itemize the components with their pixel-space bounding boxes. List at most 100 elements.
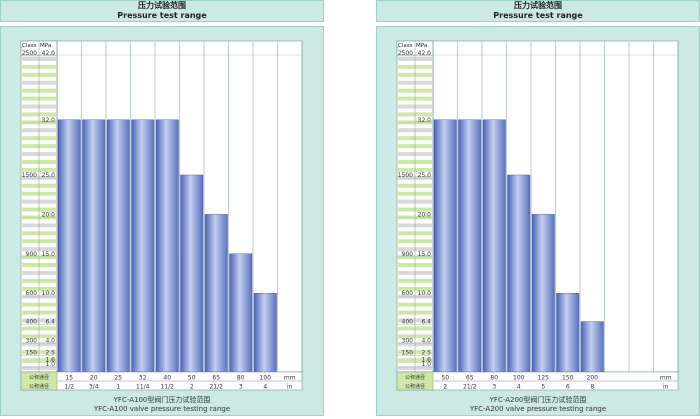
tick-label-class: 400	[402, 319, 414, 326]
bar	[106, 119, 130, 373]
panel-header: 压力试验范围 Pressure test range	[0, 0, 324, 22]
chart-panel-a100: 压力试验范围 Pressure test range Class MPa 1.0 1.…	[0, 0, 324, 416]
panel-title-cn: 压力试验范围	[514, 1, 562, 10]
category-label-cell	[20, 371, 58, 391]
pressure-chart-a200: Class MPa 1.01.62.5 150 4.0 300 6.4 400 10.0 600 1…	[396, 40, 679, 391]
category-label-in: 11/2	[161, 384, 175, 391]
tick-label-mpa: 25.0	[42, 172, 56, 179]
chart-frame: Class MPa 1.0 1.6 2.5 150 4.0 300 6.4 400 10.0 600 1…	[0, 26, 324, 416]
bar	[531, 214, 555, 373]
unit-label-mm: mm	[284, 375, 296, 382]
tick-label-class: 150	[26, 349, 38, 356]
caption-en: YFC-A200 valve pressure testing range	[469, 405, 607, 413]
tick-label-class: 600	[26, 290, 38, 297]
tick-label-class: 300	[26, 337, 38, 344]
category-label-mm: 200	[587, 375, 599, 382]
category-label-mm: 50	[441, 375, 449, 382]
tick-label-class: 900	[26, 251, 38, 258]
bar	[507, 174, 531, 373]
panel-title-cn: 压力试验范围	[138, 1, 186, 10]
tick-label-class: 2500	[22, 50, 37, 57]
bar	[155, 119, 179, 373]
bar	[57, 119, 81, 373]
category-label-mm: 100	[513, 375, 525, 382]
caption-cn: YFC-A100型阀门压力试验范围	[113, 396, 211, 404]
category-label-mm: 65	[466, 375, 474, 382]
tick-label-mpa: 20.0	[418, 211, 432, 218]
tick-label-mpa: 10.0	[42, 290, 56, 297]
tick-label-class: 2500	[398, 50, 413, 57]
chart-panel-a200: 压力试验范围 Pressure test range Class MPa 1.0 1.…	[376, 0, 700, 416]
tick-label-mpa: 42.0	[42, 50, 56, 57]
bar	[580, 321, 604, 373]
tick-label-class: 1500	[22, 172, 37, 179]
panel-header: 压力试验范围 Pressure test range	[376, 0, 700, 22]
category-label-mm: 15	[65, 375, 73, 382]
tick-label-mpa: 25.0	[418, 172, 432, 179]
axis-header-mpa: MPa	[40, 43, 51, 49]
tick-label-class: 150	[402, 349, 414, 356]
tick-label-mpa: 1.6	[421, 356, 431, 363]
axis-header-class: Class	[398, 43, 413, 49]
category-row-label-dn: 公称通径	[405, 374, 425, 381]
category-label-mm: 80	[490, 375, 498, 382]
tick-label-class: 900	[402, 251, 414, 258]
bar	[482, 119, 506, 373]
axis-header-mpa: MPa	[416, 43, 427, 49]
chart-frame: Class MPa 1.0 1.6 2.5 150 4.0 300 6.4 400 10.0 600 1…	[376, 26, 700, 416]
category-label-in: 2	[443, 384, 447, 391]
category-label-in: 5	[541, 384, 545, 391]
category-label-mm: 40	[163, 375, 171, 382]
category-label-in: 3	[239, 384, 243, 391]
category-label-in: 1/2	[64, 384, 74, 391]
tick-label-class: 400	[26, 319, 38, 326]
tick-label-mpa: 6.4	[421, 319, 431, 326]
tick-label-mpa: 32.0	[42, 117, 56, 124]
tick-label-mpa: 4.0	[421, 337, 431, 344]
category-label-in: 8	[590, 384, 594, 391]
bar	[229, 253, 253, 373]
panel-title-en: Pressure test range	[117, 11, 207, 20]
panel-title-en: Pressure test range	[493, 11, 583, 20]
tick-label-mpa: 15.0	[418, 251, 432, 258]
tick-label-class: 600	[402, 290, 414, 297]
category-label-in: 6	[566, 384, 570, 391]
unit-label-in: in	[287, 384, 293, 391]
unit-label-in: in	[663, 384, 669, 391]
axis-header-class: Class	[22, 43, 37, 49]
tick-label-mpa: 1.6	[45, 356, 55, 363]
bar	[556, 292, 580, 373]
bar	[204, 214, 228, 373]
tick-label-mpa: 42.0	[418, 50, 432, 57]
tick-label-mpa: 15.0	[42, 251, 56, 258]
category-label-in: 4	[263, 384, 267, 391]
category-label-in: 3	[492, 384, 496, 391]
category-label-in: 2	[190, 384, 194, 391]
category-label-mm: 80	[237, 375, 245, 382]
category-label-in: 4	[517, 384, 521, 391]
category-row-label-size: 公称通径	[29, 383, 49, 390]
tick-label-mpa: 32.0	[418, 117, 432, 124]
bar	[180, 174, 204, 373]
bar	[458, 119, 482, 373]
tick-label-mpa: 1.0	[45, 361, 55, 368]
category-label-mm: 150	[562, 375, 574, 382]
category-label-in: 11/4	[136, 384, 150, 391]
category-label-mm: 125	[538, 375, 550, 382]
bar	[131, 119, 155, 373]
tick-label-class: 300	[402, 337, 414, 344]
tick-label-class: 1500	[398, 172, 413, 179]
category-label-mm: 25	[114, 375, 122, 382]
tick-label-mpa: 2.5	[45, 349, 55, 356]
category-label-mm: 32	[139, 375, 147, 382]
category-label-mm: 65	[212, 375, 220, 382]
bar	[82, 119, 106, 373]
category-row-label-size: 公称通径	[405, 383, 425, 390]
bar	[253, 292, 277, 373]
category-label-in: 3/4	[89, 384, 99, 391]
category-label-in: 21/2	[463, 384, 477, 391]
category-label-mm: 50	[188, 375, 196, 382]
category-label-mm: 20	[90, 375, 98, 382]
tick-label-mpa: 6.4	[45, 319, 55, 326]
tick-label-mpa: 4.0	[45, 337, 55, 344]
